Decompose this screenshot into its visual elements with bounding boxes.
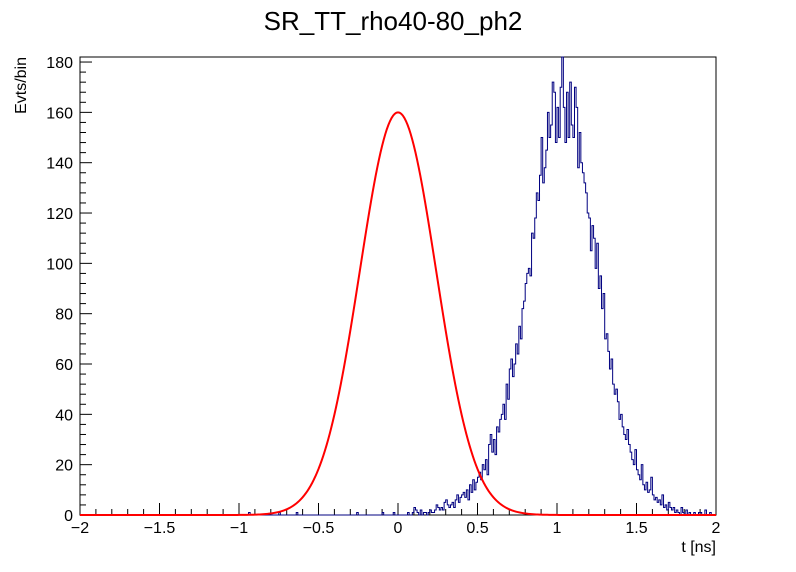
- x-tick-label: 1.5: [625, 520, 647, 537]
- y-tick-label: 60: [55, 357, 73, 374]
- y-axis: 0 20 40 60 80 100 120 140 160 180: [46, 55, 92, 525]
- y-tick-label: 160: [46, 105, 73, 122]
- y-tick-label: 40: [55, 407, 73, 424]
- y-tick-label: 20: [55, 458, 73, 475]
- x-tick-label: −1: [230, 520, 248, 537]
- gaussian-fit-curve: [80, 111, 716, 516]
- y-tick-label: 0: [64, 508, 73, 525]
- plot-frame: [79, 56, 717, 516]
- x-tick-label: 1: [553, 520, 562, 537]
- y-tick-label: 80: [55, 307, 73, 324]
- x-tick-label: −1.5: [144, 520, 176, 537]
- y-tick-label: 140: [46, 156, 73, 173]
- x-tick-label: −0.5: [303, 520, 335, 537]
- x-axis-label: t [ns]: [681, 539, 716, 556]
- y-tick-label: 100: [46, 256, 73, 273]
- y-tick-label: 120: [46, 206, 73, 223]
- x-tick-label: 0.5: [466, 520, 488, 537]
- x-axis: −2 −1.5 −1 −0.5 0 0.5 1 1.5 2: [71, 503, 721, 537]
- x-tick-label: 0: [394, 520, 403, 537]
- x-tick-label: 2: [712, 520, 721, 537]
- x-tick-label: −2: [71, 520, 89, 537]
- histogram-series: [80, 56, 716, 516]
- y-tick-label: 180: [46, 55, 73, 72]
- chart-title: SR_TT_rho40-80_ph2: [264, 6, 523, 36]
- y-axis-label: Evts/bin: [13, 57, 30, 114]
